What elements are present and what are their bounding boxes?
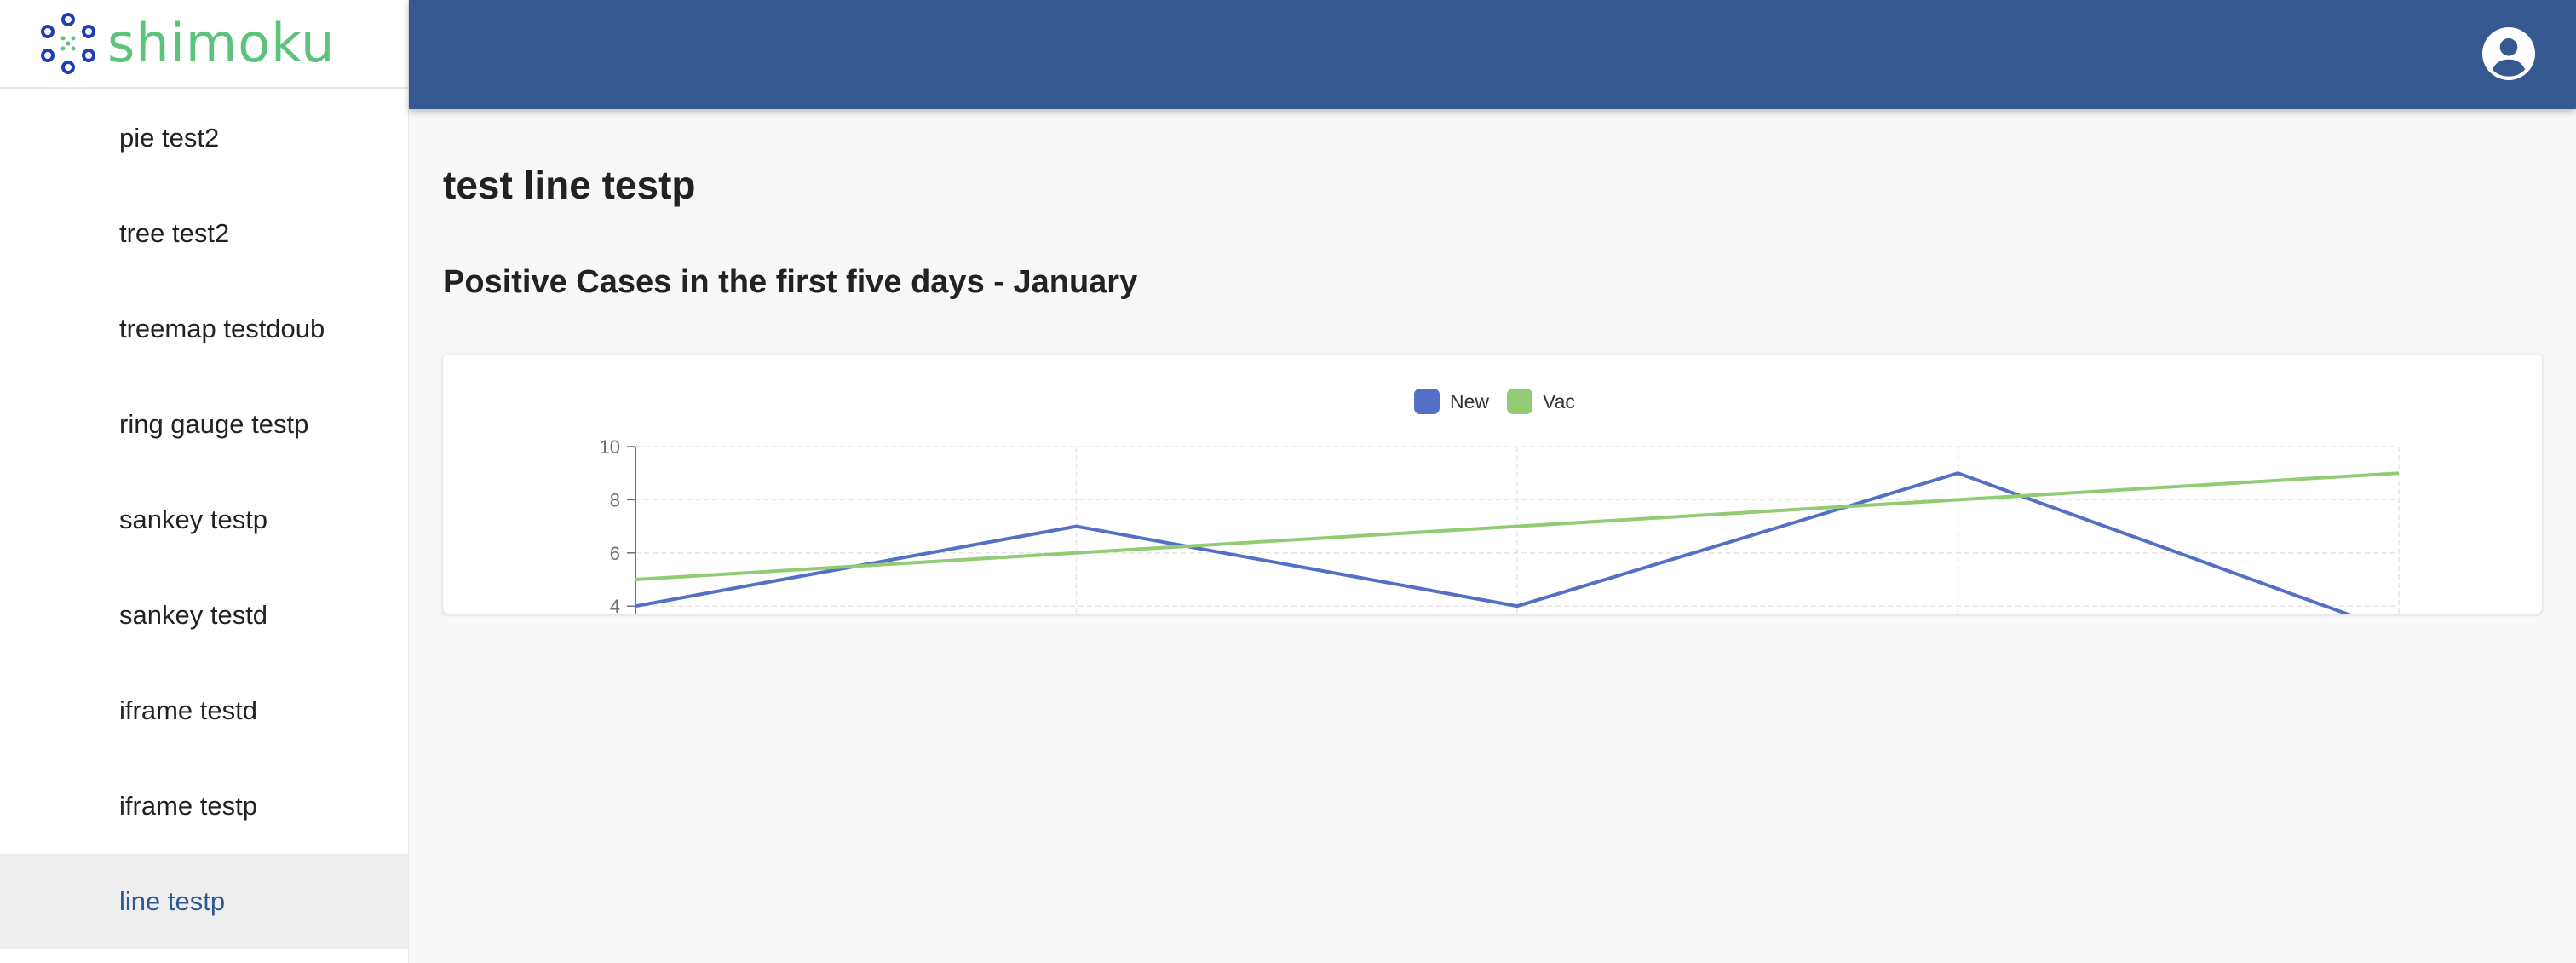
account-circle-icon[interactable]: [2482, 27, 2535, 80]
chart-title: Positive Cases in the first five days - …: [443, 264, 1138, 300]
legend-label-vac: Vac: [1543, 390, 1575, 412]
y-tick-label: 8: [610, 489, 620, 510]
sidebar: shimoku pie test2 tree test2 treemap tes…: [0, 0, 409, 963]
logo-text: shimoku: [107, 12, 336, 74]
sidebar-item-tree-test2[interactable]: tree test2: [119, 218, 230, 248]
sidebar-item-iframe-testp[interactable]: iframe testp: [119, 791, 257, 821]
sidebar-item-sankey-testd[interactable]: sankey testd: [119, 600, 268, 630]
legend-label-new: New: [1450, 390, 1489, 412]
y-tick-label: 6: [610, 543, 620, 564]
sidebar-item-ring-gauge-testp[interactable]: ring gauge testp: [119, 409, 309, 439]
shimoku-logo-icon: [41, 13, 95, 74]
line-chart: 02468102021-01-012021-01-022021-01-03202…: [600, 389, 2400, 614]
logo[interactable]: shimoku: [0, 0, 408, 89]
legend-swatch-vac: [1507, 389, 1532, 414]
legend-swatch-new: [1414, 389, 1440, 414]
y-tick-label: 4: [610, 596, 620, 614]
sidebar-nav: pie test2 tree test2 treemap testdoub ri…: [0, 90, 408, 949]
sidebar-item-sankey-testp[interactable]: sankey testp: [119, 505, 268, 534]
chart-card: 02468102021-01-012021-01-022021-01-03202…: [443, 355, 2542, 614]
sidebar-item-line-testp[interactable]: line testp: [0, 854, 408, 949]
page-title: test line testp: [443, 163, 696, 207]
sidebar-item-treemap-testdoub[interactable]: treemap testdoub: [119, 314, 325, 343]
y-tick-label: 10: [600, 436, 620, 458]
sidebar-item-pie-test2[interactable]: pie test2: [119, 123, 220, 153]
sidebar-item-iframe-testd[interactable]: iframe testd: [119, 695, 257, 725]
top-app-bar: [409, 0, 2576, 109]
